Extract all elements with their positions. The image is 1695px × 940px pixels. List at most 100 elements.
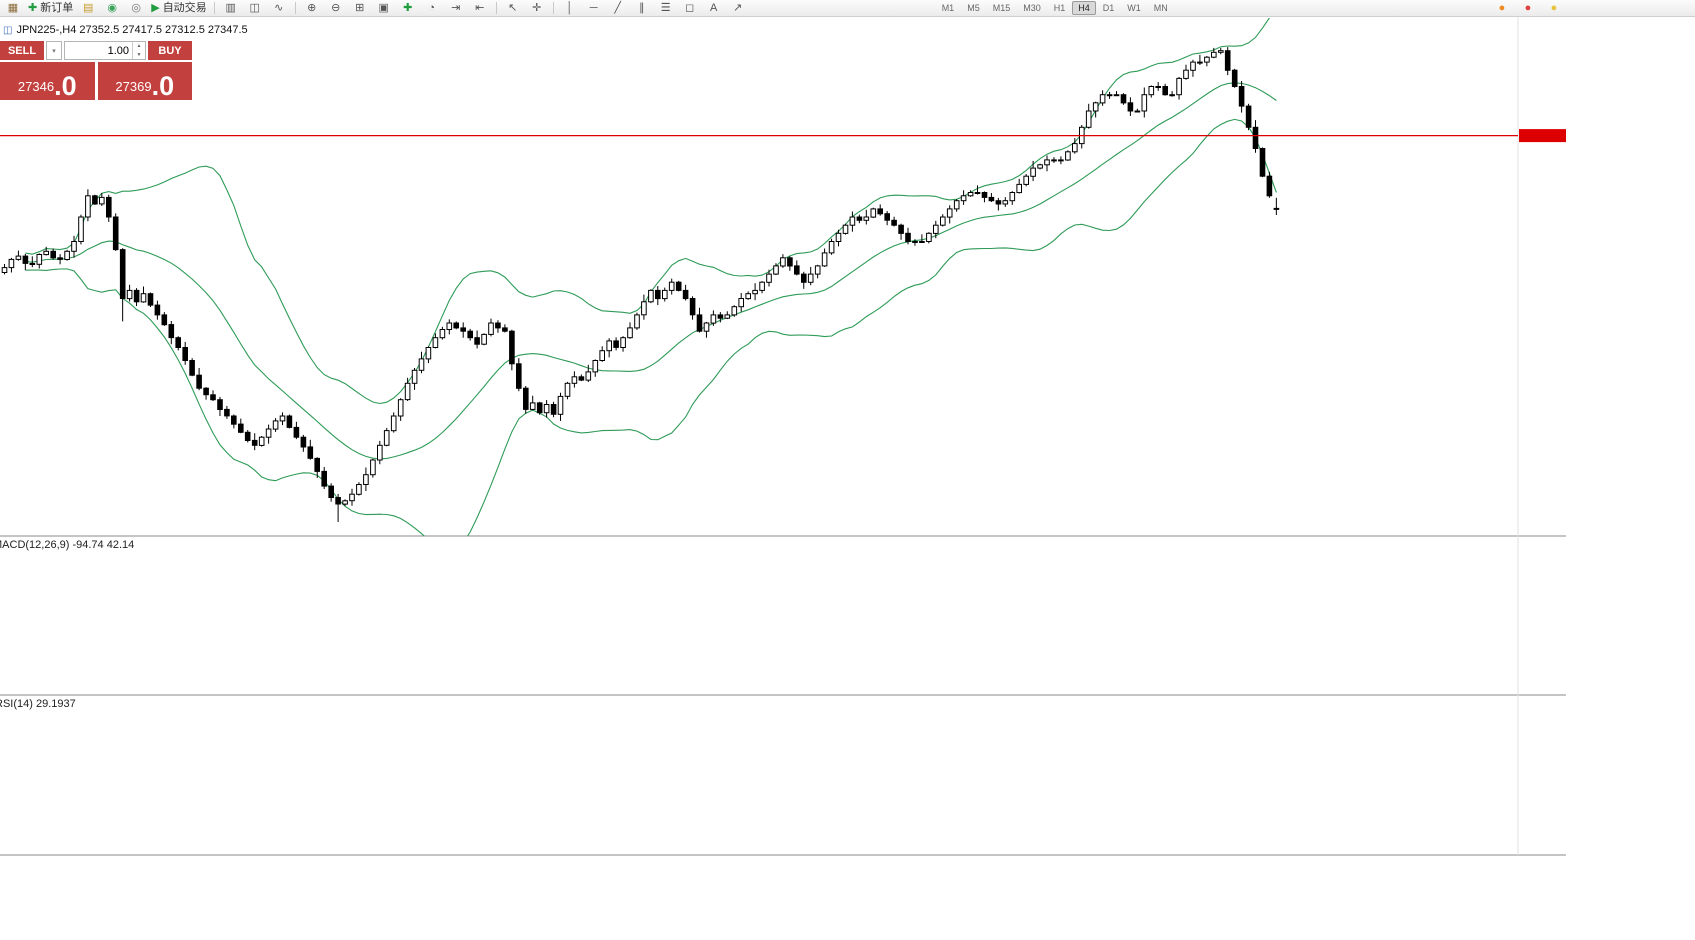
period-clock-icon: ◔ [428, 1, 436, 14]
line-chart-icon: ∿ [274, 1, 284, 14]
bar-chart-icon: ▥ [225, 1, 236, 14]
vertical-line-icon: │ [566, 1, 574, 14]
axis-price-tag [1519, 129, 1566, 143]
horizontal-line-icon[interactable]: ─ [583, 1, 605, 16]
toolbar-separator [495, 2, 497, 14]
rsi-indicator-label: RSI(14) 29.1937 [0, 698, 76, 710]
timeframe-m5[interactable]: M5 [967, 3, 980, 13]
timeframe-d1[interactable]: D1 [1102, 3, 1115, 13]
toolbar-separator [552, 2, 554, 14]
volume-field: ▲ ▼ [64, 41, 146, 60]
arrow-object-icon[interactable]: ↗ [727, 1, 749, 16]
cascade-windows-icon[interactable]: ▣ [373, 1, 395, 16]
refresh-icon: ◎ [131, 1, 142, 14]
favorites-icon[interactable]: ▤ [77, 1, 99, 16]
period-clock-icon[interactable]: ◔ [421, 1, 443, 16]
timeframe-w1[interactable]: W1 [1127, 3, 1141, 13]
trendline-icon[interactable]: ╱ [607, 1, 629, 16]
timeframe-toolbar: M1 M5 M15 M30 H1 H4 D1 W1 MN [936, 1, 1174, 15]
volume-increase-button[interactable]: ▲ [136, 43, 142, 50]
autoscroll-icon[interactable]: ⇥ [445, 1, 467, 16]
buy-button[interactable]: BUY [148, 41, 192, 60]
candle-chart-icon: ◫ [249, 1, 260, 14]
chart-window-icon[interactable]: ▦ [2, 1, 24, 16]
market-watch-icon[interactable]: ◉ [101, 1, 123, 16]
timeframe-m15[interactable]: M15 [992, 3, 1011, 13]
sell-price-display[interactable]: 27346.0 [0, 62, 95, 100]
zoom-in-icon: ⊕ [307, 1, 317, 14]
market-watch-icon: ◉ [107, 1, 118, 14]
sell-price-main: 27346 [17, 79, 55, 94]
one-click-trading-panel: SELL ▾ ▲ ▼ BUY 27346.0 27369.0 [0, 41, 192, 100]
arrow-object-icon: ↗ [733, 1, 743, 14]
add-indicator-button: ✚ [403, 1, 413, 14]
fibonacci-icon[interactable]: ☰ [655, 1, 677, 16]
buy-price-pips: .0 [151, 70, 175, 101]
volume-input[interactable] [65, 42, 132, 59]
news-icon: ● [1498, 1, 1506, 14]
main-toolbar: ▦ ✚ 新订单 ▤ ◉ ◎ ▶ 自动交易 ▥ ◫ ∿ ⊕ ⊖ ⊞ ▣ ✚ ◔ ⇥ ⇤ ↖ ✛ │ ─ ╱ ∥ ☰ ◻ A ↗ M1 M5 M1… [0, 0, 1695, 17]
chart-canvas[interactable] [0, 17, 1695, 940]
volume-dropdown[interactable]: ▾ [46, 41, 62, 60]
autotrade-button[interactable]: ▶ 自动交易 [149, 1, 208, 16]
timeframe-h4[interactable]: H4 [1072, 1, 1096, 15]
chart-shift-icon[interactable]: ⇤ [469, 1, 491, 16]
candle-chart-icon[interactable]: ◫ [244, 1, 266, 16]
zoom-out-icon: ⊖ [331, 1, 341, 14]
community-icon: ● [1550, 1, 1558, 14]
trendline-icon: ╱ [614, 1, 621, 14]
text-label-icon: A [710, 1, 718, 14]
buy-price-display[interactable]: 27369.0 [97, 62, 192, 101]
new-order-button-label: 新订单 [40, 1, 74, 14]
bar-chart-icon[interactable]: ▥ [220, 1, 242, 16]
new-order-button[interactable]: ✚ 新订单 [26, 1, 75, 16]
chart-window-icon: ▦ [7, 1, 19, 14]
zoom-out-icon[interactable]: ⊖ [325, 1, 347, 16]
buy-price-main: 27369 [115, 79, 152, 94]
zoom-in-icon[interactable]: ⊕ [301, 1, 323, 16]
channel-icon: ∥ [638, 1, 645, 14]
vertical-line-icon[interactable]: │ [559, 1, 581, 16]
fibonacci-icon: ☰ [660, 1, 671, 14]
macd-indicator-label: MACD(12,26,9) -94.74 42.14 [0, 539, 135, 551]
shapes-icon[interactable]: ◻ [679, 1, 701, 16]
toolbar-separator [213, 2, 215, 14]
cursor-icon[interactable]: ↖ [502, 1, 524, 16]
volume-spinner: ▲ ▼ [132, 42, 145, 59]
alert-icon[interactable]: ● [1517, 1, 1539, 16]
timeframe-mn[interactable]: MN [1153, 3, 1168, 13]
symbol-ohlc-text: JPN225-,H4 27352.5 27417.5 27312.5 27347… [16, 24, 248, 36]
autotrade-button-label: 自动交易 [162, 1, 207, 14]
timeframe-m30[interactable]: M30 [1023, 3, 1041, 13]
community-icon[interactable]: ● [1543, 1, 1565, 16]
shapes-icon: ◻ [685, 1, 695, 14]
alert-icon: ● [1524, 1, 1532, 14]
news-icon[interactable]: ● [1491, 1, 1513, 16]
sell-price-pips: .0 [54, 70, 77, 101]
timeframe-h1[interactable]: H1 [1053, 3, 1066, 13]
autoscroll-icon: ⇥ [451, 1, 461, 14]
tile-windows-icon: ⊞ [355, 1, 365, 14]
cursor-icon: ↖ [508, 1, 518, 14]
candlestick-series [1, 47, 1280, 522]
toolbar-separator [294, 2, 296, 14]
add-indicator-button[interactable]: ✚ [397, 1, 419, 16]
text-label-icon[interactable]: A [703, 1, 725, 16]
line-chart-icon[interactable]: ∿ [268, 1, 290, 16]
autotrade-button: ▶ [151, 1, 160, 14]
sell-button[interactable]: SELL [0, 41, 44, 60]
bollinger-bands [25, 18, 1277, 536]
timeframe-m1[interactable]: M1 [941, 3, 955, 13]
channel-icon[interactable]: ∥ [631, 1, 653, 16]
refresh-icon[interactable]: ◎ [125, 1, 147, 16]
favorites-icon: ▤ [83, 1, 94, 14]
cascade-windows-icon: ▣ [378, 1, 389, 14]
horizontal-line-icon: ─ [589, 1, 598, 14]
chart-icon: ◫ [3, 24, 13, 36]
symbol-ohlc-title: ◫ JPN225-,H4 27352.5 27417.5 27312.5 273… [3, 24, 248, 36]
toolbar-right-icons: ● ● ● [1491, 1, 1565, 16]
crosshair-icon: ✛ [532, 1, 542, 14]
crosshair-icon[interactable]: ✛ [526, 1, 548, 16]
tile-windows-icon[interactable]: ⊞ [349, 1, 371, 16]
volume-decrease-button[interactable]: ▼ [136, 51, 142, 58]
